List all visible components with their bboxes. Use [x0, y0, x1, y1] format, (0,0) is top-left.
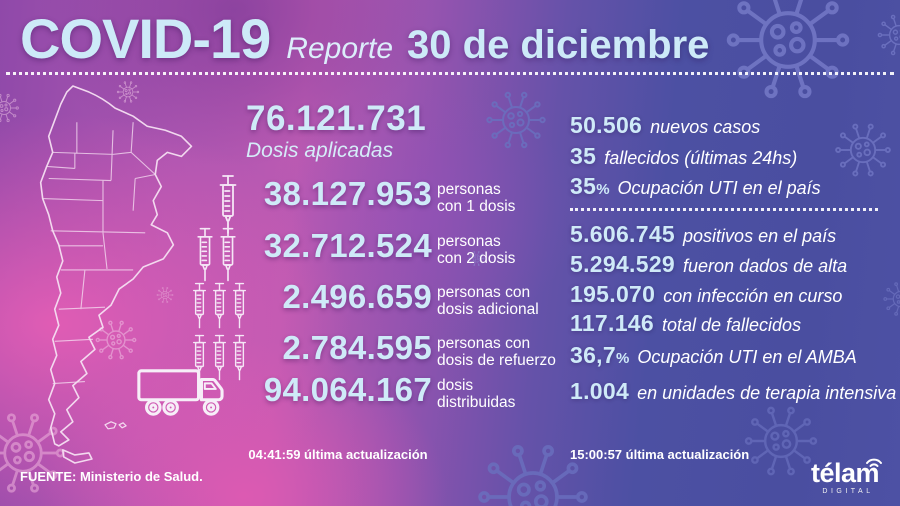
- stat-value: 32.712.524: [263, 227, 432, 264]
- cases-last-update: 15:00:57 última actualización: [570, 447, 750, 462]
- case-stat-row: 35 fallecidos (últimas 24hs): [570, 143, 798, 169]
- report-date: 30 de diciembre: [407, 23, 710, 67]
- case-stat-row: 35% Ocupación UTI en el país: [570, 173, 821, 199]
- wifi-icon: [866, 458, 883, 471]
- virus-icon: [95, 320, 137, 360]
- virus-icon: [883, 282, 900, 316]
- virus-icon: [835, 123, 891, 177]
- virus-icon: [116, 81, 140, 103]
- case-stat-row: 50.506 nuevos casos: [570, 112, 761, 138]
- case-stat-row: 5.606.745 positivos en el país: [570, 221, 837, 247]
- virus-icon: [0, 413, 65, 493]
- virus-icon: [156, 287, 174, 303]
- doses-applied-stat: 76.121.731 Dosis aplicadas: [246, 100, 426, 163]
- stat-value: 38.127.953: [263, 175, 432, 212]
- vaccination-last-update: 04:41:59 última actualización: [248, 447, 428, 462]
- brand-name: télam: [810, 458, 880, 488]
- stat-value: 2.496.659: [282, 278, 432, 315]
- stat-label: personas con 1 dosis: [437, 181, 516, 215]
- header: COVID-19 Reporte 30 de diciembre: [20, 6, 709, 71]
- stat-label: dosis distribuidas: [437, 377, 516, 411]
- virus-icon: [0, 93, 19, 123]
- report-subtitle: Reporte: [286, 32, 394, 65]
- case-stat-row: 195.070 con infección en curso: [570, 281, 843, 307]
- page-title: COVID-19: [20, 7, 271, 70]
- case-stat-row: 1.004 en unidades de terapia intensiva: [570, 378, 897, 404]
- telam-logo: télam DIGITAL: [802, 458, 888, 495]
- cases-divider: [570, 208, 878, 211]
- virus-icon: [486, 91, 546, 149]
- stat-label: personas con dosis de refuerzo: [437, 335, 556, 369]
- virus-icon: [877, 14, 900, 56]
- case-stat-row: 5.294.529 fueron dados de alta: [570, 251, 848, 277]
- virus-icon: [722, 0, 854, 106]
- header-divider: [6, 72, 894, 75]
- source-note: FUENTE: Ministerio de Salud.: [20, 469, 203, 484]
- stat-label: personas con dosis adicional: [437, 284, 539, 318]
- doses-applied-label: Dosis aplicadas: [246, 139, 394, 162]
- brand-tagline: DIGITAL: [822, 488, 874, 495]
- case-stat-row: 36,7% Ocupación UTI en el AMBA: [570, 342, 857, 368]
- stat-label: personas con 2 dosis: [437, 233, 516, 267]
- doses-applied-value: 76.121.731: [246, 99, 427, 138]
- stat-value: 94.064.167: [263, 371, 432, 408]
- stat-value: 2.784.595: [282, 329, 432, 366]
- case-stat-row: 117.146 total de fallecidos: [570, 310, 802, 336]
